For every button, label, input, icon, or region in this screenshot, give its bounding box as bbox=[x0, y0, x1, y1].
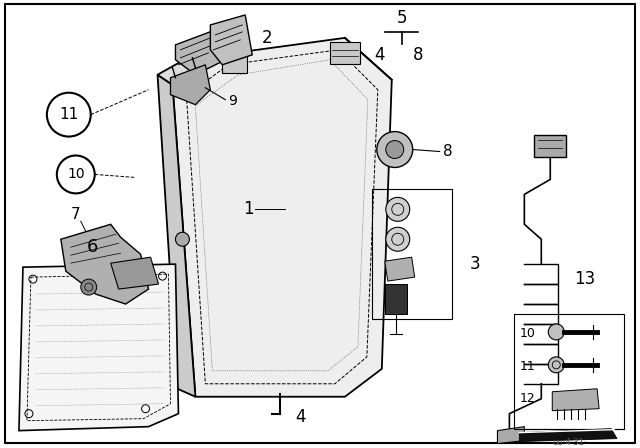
Circle shape bbox=[548, 324, 564, 340]
Text: 10: 10 bbox=[67, 168, 84, 181]
Text: 4: 4 bbox=[374, 46, 385, 64]
Text: uu·4·31·: uu·4·31· bbox=[552, 438, 586, 447]
Text: 7: 7 bbox=[71, 207, 81, 222]
Circle shape bbox=[81, 279, 97, 295]
Circle shape bbox=[57, 155, 95, 194]
Text: 3: 3 bbox=[470, 255, 480, 273]
Polygon shape bbox=[157, 48, 220, 85]
Text: 10: 10 bbox=[520, 327, 535, 340]
Bar bbox=[515, 314, 624, 429]
Text: 12: 12 bbox=[520, 392, 535, 405]
Polygon shape bbox=[211, 15, 252, 65]
Polygon shape bbox=[175, 30, 225, 75]
Bar bbox=[222, 55, 247, 73]
Text: 6: 6 bbox=[87, 238, 99, 256]
Polygon shape bbox=[111, 257, 159, 289]
Circle shape bbox=[175, 232, 189, 246]
Polygon shape bbox=[520, 429, 617, 442]
Polygon shape bbox=[170, 65, 211, 105]
Text: 5: 5 bbox=[397, 9, 407, 27]
Text: 1: 1 bbox=[243, 200, 253, 218]
Polygon shape bbox=[385, 257, 415, 281]
Circle shape bbox=[386, 198, 410, 221]
Polygon shape bbox=[61, 224, 148, 304]
Circle shape bbox=[47, 93, 91, 137]
Circle shape bbox=[386, 141, 404, 159]
Text: 11: 11 bbox=[520, 360, 535, 373]
Text: 11: 11 bbox=[59, 107, 79, 122]
Bar bbox=[330, 42, 360, 64]
Polygon shape bbox=[19, 264, 179, 431]
Text: 2: 2 bbox=[262, 29, 273, 47]
Bar bbox=[534, 134, 566, 156]
Circle shape bbox=[377, 132, 413, 168]
Text: 8: 8 bbox=[412, 46, 423, 64]
Text: 4: 4 bbox=[295, 408, 305, 426]
Bar bbox=[385, 284, 407, 314]
Circle shape bbox=[548, 357, 564, 373]
Polygon shape bbox=[552, 389, 599, 411]
Text: 8: 8 bbox=[443, 144, 452, 159]
Circle shape bbox=[386, 227, 410, 251]
Bar bbox=[372, 190, 452, 319]
Polygon shape bbox=[172, 38, 392, 397]
Polygon shape bbox=[157, 75, 195, 397]
Polygon shape bbox=[497, 426, 524, 444]
Text: 9: 9 bbox=[228, 94, 237, 108]
Text: 13: 13 bbox=[574, 270, 595, 288]
